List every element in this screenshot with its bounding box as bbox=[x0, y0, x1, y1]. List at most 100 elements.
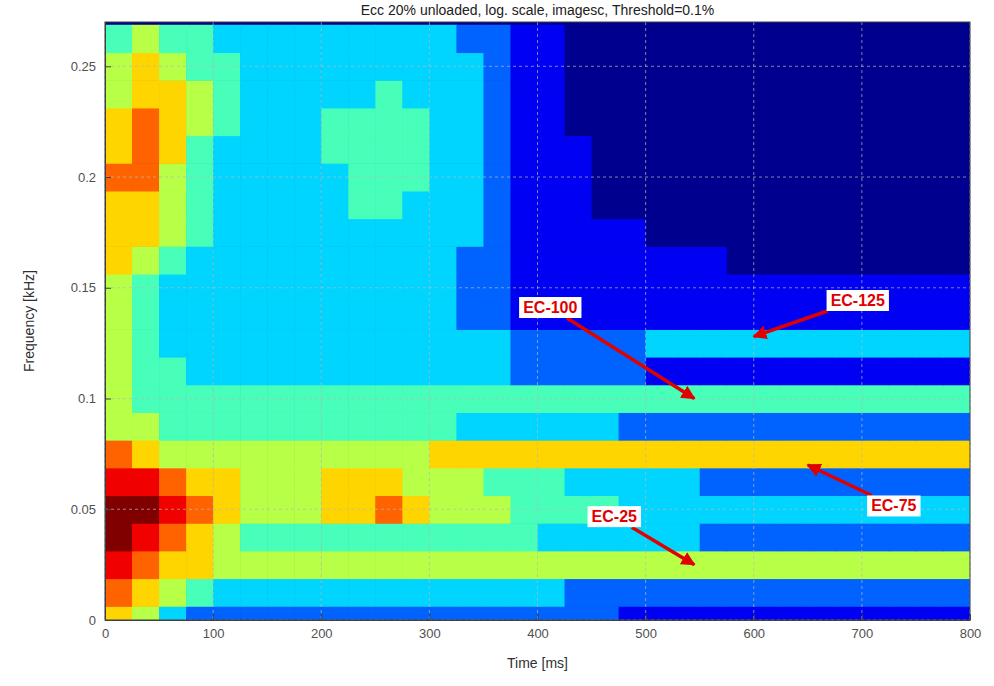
heatmap-cell bbox=[727, 578, 755, 606]
heatmap-cell bbox=[592, 357, 620, 385]
heatmap-cell bbox=[808, 191, 836, 219]
heatmap-cell bbox=[159, 136, 187, 164]
heatmap-cell bbox=[105, 219, 133, 247]
heatmap-cell bbox=[781, 219, 809, 247]
heatmap-cell bbox=[348, 468, 376, 496]
heatmap-cell bbox=[321, 191, 349, 219]
heatmap-cell bbox=[375, 468, 403, 496]
heatmap-cell bbox=[456, 412, 484, 440]
heatmap-cell bbox=[186, 108, 214, 136]
heatmap-cell bbox=[483, 578, 511, 606]
heatmap-cell bbox=[483, 551, 511, 579]
heatmap-cell bbox=[781, 191, 809, 219]
grid-line bbox=[105, 287, 970, 288]
heatmap-cell bbox=[213, 219, 241, 247]
heatmap-cell bbox=[862, 80, 890, 108]
heatmap-cell bbox=[862, 191, 890, 219]
heatmap-cell bbox=[943, 136, 970, 164]
heatmap-cell bbox=[375, 412, 403, 440]
heatmap-cell bbox=[375, 357, 403, 385]
heatmap-cell bbox=[456, 136, 484, 164]
heatmap-cell bbox=[402, 357, 430, 385]
axis-line bbox=[106, 620, 971, 621]
heatmap-cell bbox=[159, 523, 187, 551]
heatmap-cell bbox=[348, 246, 376, 274]
tick: 100 bbox=[203, 614, 225, 641]
tick-label: 800 bbox=[960, 626, 982, 641]
heatmap-cell bbox=[402, 219, 430, 247]
annotation-box bbox=[519, 297, 581, 318]
heatmap-cell bbox=[673, 440, 701, 468]
heatmap-cell bbox=[619, 136, 647, 164]
heatmap-cell bbox=[592, 523, 620, 551]
heatmap-cell bbox=[646, 108, 674, 136]
heatmap-cell bbox=[619, 191, 647, 219]
heatmap-cell bbox=[132, 25, 160, 53]
heatmap-cell bbox=[510, 219, 538, 247]
heatmap-cell bbox=[754, 523, 782, 551]
heatmap-cell bbox=[132, 606, 160, 620]
heatmap-cell bbox=[510, 468, 538, 496]
heatmap-cell bbox=[565, 440, 593, 468]
heatmap-cell bbox=[565, 551, 593, 579]
heatmap-cell bbox=[348, 108, 376, 136]
heatmap-cell bbox=[592, 108, 620, 136]
heatmap-cell bbox=[727, 357, 755, 385]
tick-label: 0 bbox=[89, 613, 96, 628]
heatmap-cell bbox=[754, 25, 782, 53]
grid-line bbox=[105, 66, 970, 67]
annotation-label: EC-125 bbox=[831, 292, 885, 309]
tick: 800 bbox=[960, 614, 982, 641]
tick-label: 0.05 bbox=[71, 502, 96, 517]
heatmap-cell bbox=[240, 551, 268, 579]
heatmap-cell bbox=[916, 440, 944, 468]
heatmap-cell bbox=[889, 246, 917, 274]
heatmap-cell bbox=[132, 440, 160, 468]
heatmap-cell bbox=[348, 136, 376, 164]
heatmap-cell bbox=[402, 440, 430, 468]
tick-label: 100 bbox=[203, 626, 225, 641]
heatmap-cell bbox=[348, 412, 376, 440]
heatmap-cell bbox=[240, 219, 268, 247]
grid-line bbox=[429, 22, 430, 620]
heatmap-cell bbox=[132, 108, 160, 136]
heatmap-cell bbox=[132, 80, 160, 108]
annotation-arrow bbox=[754, 311, 828, 337]
heatmap-cell bbox=[456, 551, 484, 579]
heatmap-cell bbox=[483, 357, 511, 385]
heatmap-cell bbox=[402, 523, 430, 551]
heatmap-cell bbox=[619, 468, 647, 496]
annotation-box bbox=[867, 495, 920, 516]
heatmap-cell bbox=[159, 25, 187, 53]
heatmap-cell bbox=[429, 578, 457, 606]
heatmap-cell bbox=[321, 219, 349, 247]
heatmap-cell bbox=[862, 136, 890, 164]
heatmap-cell bbox=[565, 246, 593, 274]
annotation-label: EC-100 bbox=[523, 299, 577, 316]
heatmap-cell bbox=[321, 412, 349, 440]
heatmap-cell bbox=[240, 108, 268, 136]
heatmap-cell bbox=[619, 412, 647, 440]
tick-mark bbox=[105, 66, 111, 67]
heatmap-cell bbox=[538, 191, 566, 219]
heatmap-cell bbox=[456, 523, 484, 551]
tick: 300 bbox=[419, 614, 441, 641]
heatmap-cell bbox=[186, 80, 214, 108]
heatmap-cell bbox=[159, 551, 187, 579]
heatmap-cell bbox=[213, 606, 241, 620]
heatmap-cell bbox=[592, 80, 620, 108]
tick-label: 700 bbox=[852, 626, 874, 641]
heatmap-cell bbox=[240, 302, 268, 330]
heatmap-cell bbox=[835, 551, 863, 579]
heatmap-cell bbox=[321, 80, 349, 108]
heatmap-cell bbox=[267, 191, 295, 219]
heatmap-cell bbox=[727, 80, 755, 108]
heatmap-cell bbox=[483, 329, 511, 357]
heatmap-cell bbox=[186, 246, 214, 274]
heatmap-cell bbox=[538, 523, 566, 551]
heatmap-cell bbox=[808, 412, 836, 440]
heatmap-cell bbox=[943, 578, 970, 606]
heatmap-cell bbox=[483, 80, 511, 108]
heatmap-cell bbox=[727, 606, 755, 620]
heatmap-cell bbox=[646, 412, 674, 440]
